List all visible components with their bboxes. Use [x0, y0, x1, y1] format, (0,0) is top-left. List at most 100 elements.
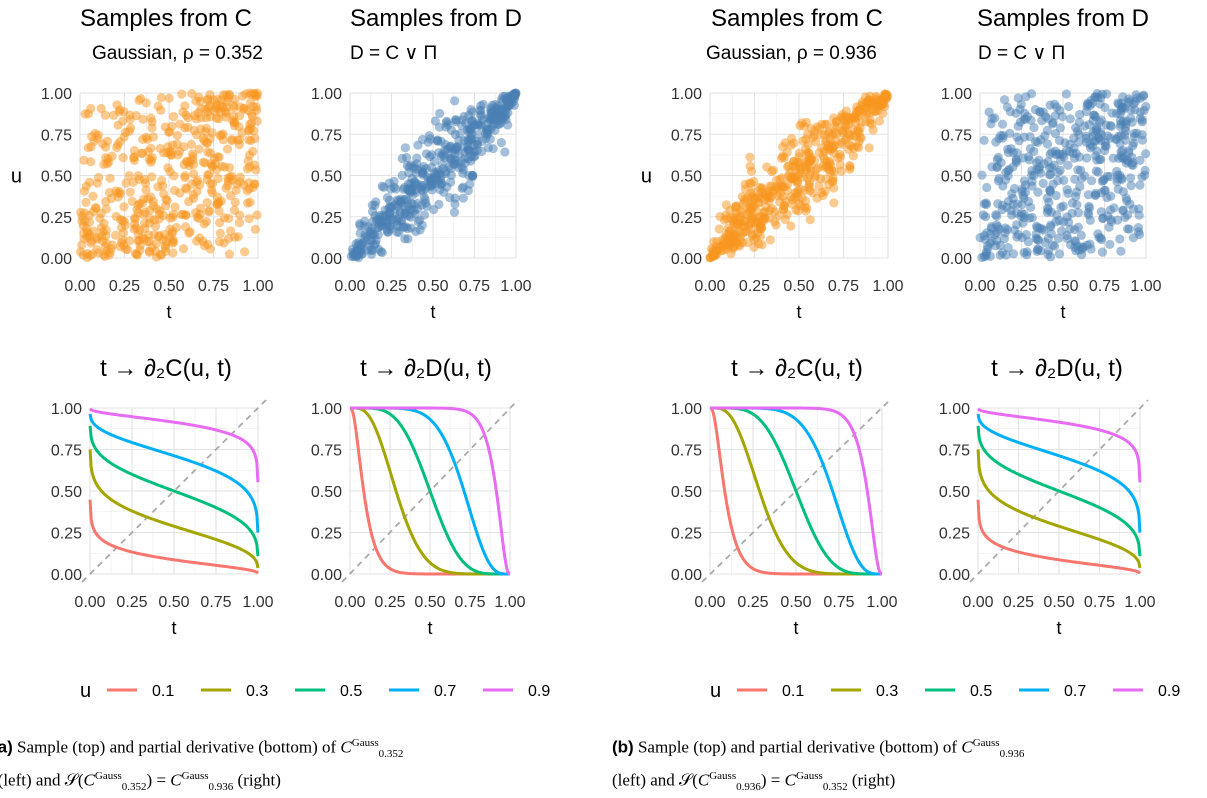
- legend-label: 0.7: [1064, 683, 1086, 700]
- scatter-point: [470, 151, 480, 161]
- x-tick-label: 0.50: [1047, 278, 1078, 295]
- x-tick-label: 0.75: [198, 278, 229, 295]
- scatter-point: [1134, 229, 1145, 240]
- scatter-point: [1074, 152, 1085, 162]
- scatter-point: [146, 157, 156, 167]
- scatter-point: [108, 110, 119, 120]
- scatter-point: [203, 170, 213, 180]
- scatter-point: [496, 138, 506, 148]
- x-axis-label: t: [1056, 618, 1061, 638]
- plot-subtitle: Gaussian, ρ = 0.352: [92, 43, 263, 64]
- caption-b-sub1: 0.936: [999, 748, 1025, 761]
- scatter-point: [159, 148, 169, 158]
- scatter-point: [779, 201, 789, 211]
- scatter-point: [180, 171, 190, 181]
- scatter-point: [141, 185, 151, 195]
- series-line-u-0.3: [88, 449, 260, 569]
- scatter-point: [1011, 156, 1021, 166]
- scatter-point: [1003, 243, 1013, 253]
- y-tick-label: 1.00: [51, 401, 82, 418]
- scatter-point: [439, 187, 449, 197]
- scatter-point: [1091, 166, 1101, 176]
- scatter-point: [1061, 89, 1072, 99]
- scatter-point: [997, 119, 1008, 129]
- x-tick-label: 0.25: [1003, 594, 1034, 611]
- x-tick-label: 0.75: [823, 594, 854, 611]
- scatter-point: [450, 193, 460, 203]
- legend-label: 0.3: [246, 683, 268, 700]
- scatter-point: [180, 222, 191, 232]
- plot-title: Samples from C: [80, 5, 252, 32]
- legend-b: u 0.1 0.3 0.5 0.7 0.9: [710, 680, 1180, 702]
- scatter-point: [1062, 185, 1072, 195]
- scatter-point: [105, 173, 115, 183]
- caption-a-sup3: Gauss: [181, 770, 209, 783]
- scatter-point: [81, 197, 91, 207]
- scatter-point: [384, 178, 394, 188]
- scatter-point: [1109, 203, 1119, 213]
- scatter-point: [1008, 193, 1018, 203]
- scatter-point: [231, 185, 241, 195]
- scatter-point: [730, 202, 741, 213]
- scatter-point: [1137, 135, 1148, 145]
- scatter-point: [101, 142, 111, 152]
- scatter-point: [1133, 223, 1143, 233]
- x-axis-label: t: [1060, 302, 1065, 322]
- y-tick-label: 0.00: [41, 251, 72, 268]
- series-line-u-0.9: [89, 407, 260, 483]
- scatter-point: [191, 114, 201, 124]
- scatter-point: [195, 203, 206, 213]
- y-tick-label: 0.00: [311, 251, 342, 268]
- scatter-point: [786, 221, 796, 231]
- x-tick-label: 0.25: [109, 278, 140, 295]
- scatter-point: [1100, 185, 1110, 195]
- y-tick-label: 1.00: [311, 86, 342, 103]
- scatter-point: [114, 186, 125, 197]
- y-tick-label: 0.00: [671, 251, 702, 268]
- scatter-point: [204, 207, 214, 217]
- scatter-point: [138, 134, 148, 144]
- scatter-point: [172, 130, 182, 141]
- scatter-point: [248, 101, 258, 112]
- scatter-point: [166, 146, 176, 157]
- scatter-point: [244, 213, 254, 224]
- scatter-point: [824, 161, 834, 171]
- plot-subtitle: D = C ∨ Π: [350, 43, 437, 64]
- scatter-point: [1021, 230, 1031, 240]
- scatter-point: [779, 152, 789, 163]
- caption-a-line1: (a) Sample (top) and partial derivative …: [0, 732, 403, 765]
- scatter-point: [767, 166, 777, 177]
- scatter-point: [864, 143, 874, 153]
- scatter-point: [133, 200, 143, 210]
- panel-a: Samples from C Gaussian, ρ = 0.352 0.00 0.2…: [11, 5, 550, 702]
- plot-title: t → ∂₂C(u, t): [731, 355, 863, 382]
- scatter-point: [814, 123, 825, 133]
- scatter-point: [1053, 233, 1064, 243]
- scatter-point: [1114, 153, 1124, 163]
- scatter-point: [1082, 240, 1092, 250]
- x-tick-label: 0.00: [74, 594, 105, 611]
- x-tick-label: 0.25: [1006, 278, 1037, 295]
- legend-title: u: [710, 680, 721, 702]
- scatter-point: [1090, 92, 1100, 102]
- scatter-point: [1073, 208, 1083, 218]
- scatter-point: [980, 212, 991, 222]
- scatter-point: [1101, 89, 1112, 99]
- scatter-point: [503, 108, 513, 118]
- scatter-point: [373, 214, 383, 225]
- plot-a-3: t → ∂₂C(u, t) 0.00 0.25 0.50 0.75 1.00 0.00 0.2…: [51, 355, 274, 638]
- scatter-point: [1106, 191, 1116, 201]
- scatter-point: [419, 210, 430, 220]
- plot-a-4: t → ∂₂D(u, t) 0.00 0.25 0.50 0.75 1.00 0.00 0.2…: [311, 355, 526, 638]
- y-tick-label: 0.50: [311, 484, 342, 501]
- scatter-point: [1088, 115, 1098, 126]
- scatter-point: [186, 179, 197, 189]
- scatter-point: [1027, 212, 1037, 223]
- scatter-point: [813, 163, 823, 173]
- x-tick-label: 0.50: [158, 594, 189, 611]
- scatter-point: [765, 186, 775, 196]
- scatter-point: [1129, 132, 1139, 142]
- scatter-point: [815, 174, 826, 184]
- legend-label: 0.5: [340, 683, 362, 700]
- scatter-point: [446, 155, 456, 165]
